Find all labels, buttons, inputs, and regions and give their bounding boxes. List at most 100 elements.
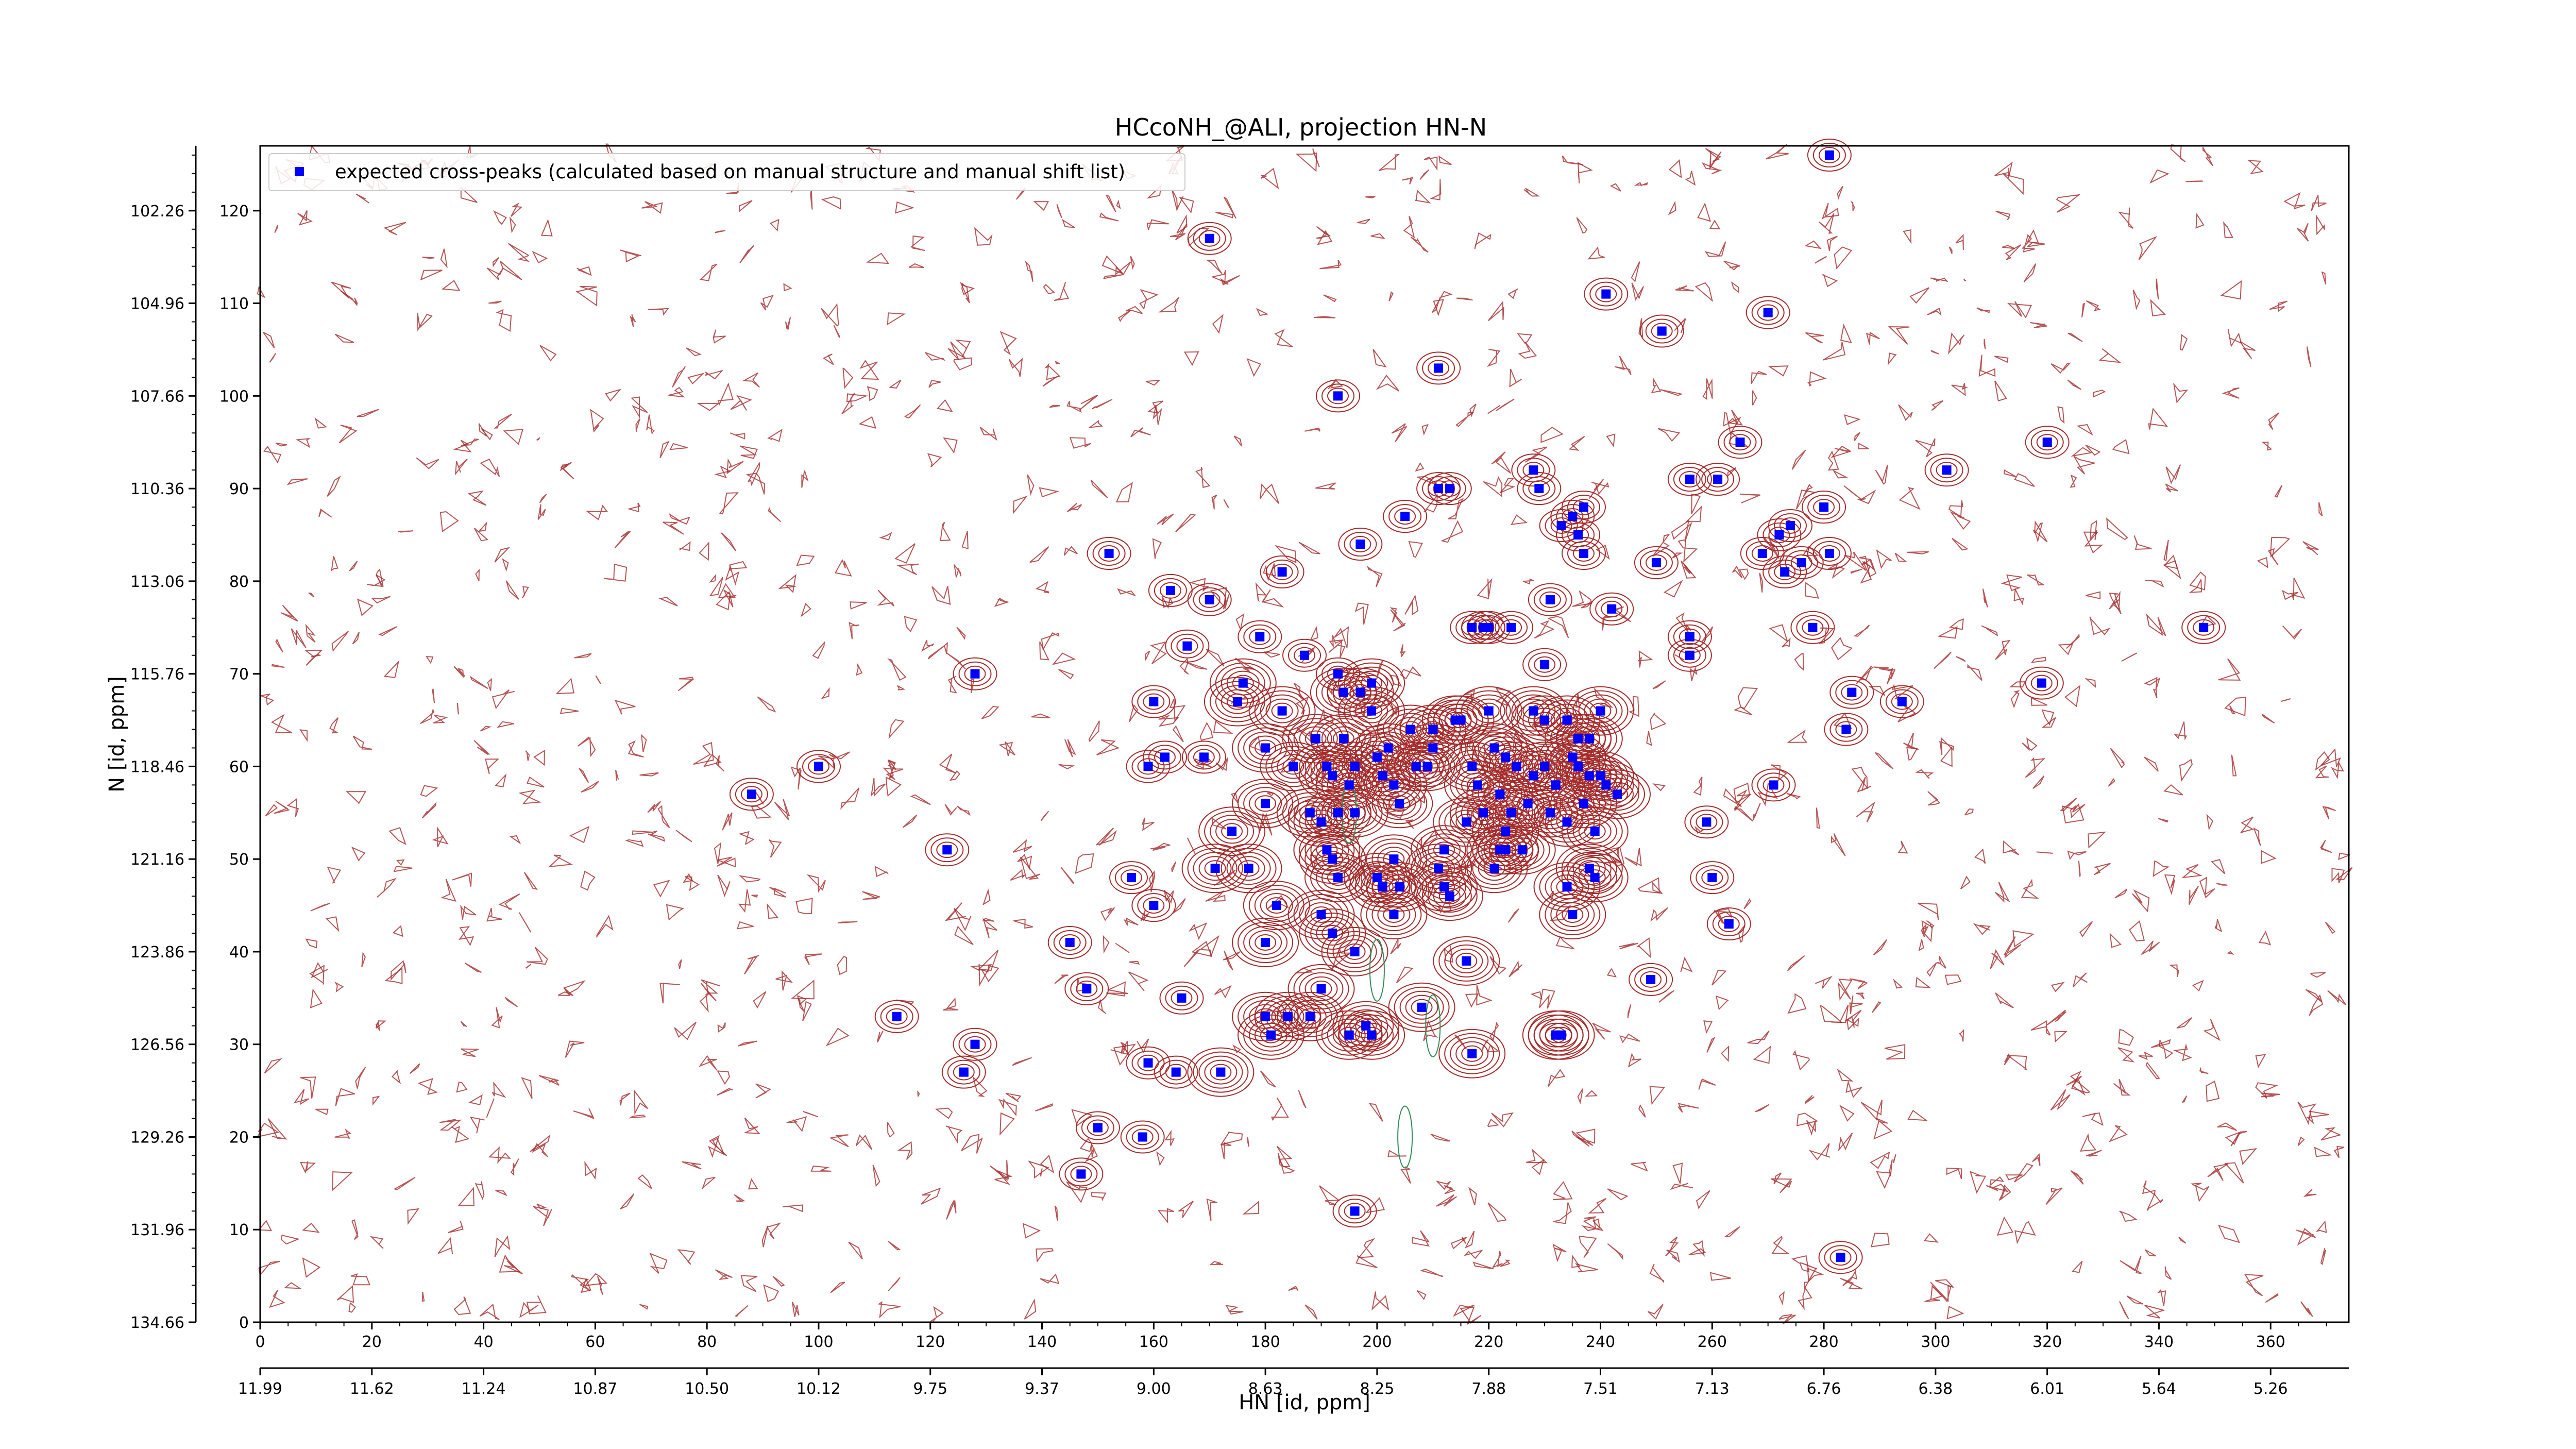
peak-contour-23-3 bbox=[1181, 740, 1226, 774]
noise-contour-988 bbox=[1214, 985, 1232, 999]
noise-contour-1151 bbox=[739, 245, 755, 263]
peak-contour-86-1 bbox=[1411, 999, 1433, 1016]
noise-contour-3 bbox=[2145, 580, 2164, 588]
noise-contour-290 bbox=[371, 596, 391, 604]
noise-contour-874 bbox=[2224, 1162, 2244, 1184]
peak-contour-132-2 bbox=[1545, 513, 1578, 538]
noise-contour-506 bbox=[286, 478, 308, 485]
peak-contour-150-2 bbox=[1578, 819, 1612, 844]
noise-contour-763 bbox=[1487, 1118, 1500, 1127]
noise-contour-1061 bbox=[614, 530, 631, 548]
noise-contour-628 bbox=[1206, 649, 1225, 667]
noise-contour-206 bbox=[480, 726, 492, 732]
noise-contour-216 bbox=[2110, 748, 2125, 769]
noise-contour-273 bbox=[2165, 483, 2178, 493]
peak-contour-185-1 bbox=[2036, 434, 2058, 451]
noise-contour-210 bbox=[1936, 956, 1947, 969]
noise-contour-1327 bbox=[398, 530, 413, 533]
noise-contour-901 bbox=[2086, 591, 2101, 599]
peak-contour-146-3 bbox=[1567, 722, 1612, 755]
noise-contour-745 bbox=[1680, 956, 1693, 973]
peak-contour-100-5 bbox=[1433, 936, 1500, 986]
noise-contour-775 bbox=[1875, 752, 1894, 769]
peak-contour-86-5 bbox=[1388, 982, 1455, 1032]
noise-contour-18 bbox=[1828, 563, 1845, 579]
noise-contour-264 bbox=[396, 859, 405, 866]
noise-contour-830 bbox=[1637, 650, 1653, 668]
noise-contour-1282 bbox=[980, 965, 999, 982]
cross-peak-6 bbox=[970, 669, 980, 679]
noise-contour-582 bbox=[274, 225, 279, 233]
noise-contour-1321 bbox=[2014, 1163, 2033, 1183]
noise-contour-610 bbox=[1685, 171, 1696, 186]
noise-contour-69 bbox=[1430, 179, 1442, 200]
peak-contour-96-4 bbox=[1421, 875, 1478, 917]
noise-contour-888 bbox=[946, 1200, 957, 1220]
noise-contour-43 bbox=[1959, 1029, 1964, 1042]
x-axis-ppm: 11.99 11.62 11.24 10.87 10.50 10.12 9.75 9.37 9.… bbox=[238, 1367, 2349, 1398]
noise-contour-1111 bbox=[1868, 685, 1886, 697]
cross-peak-86 bbox=[1417, 1002, 1427, 1012]
noise-contour-468 bbox=[2195, 1185, 2210, 1202]
noise-contour-14 bbox=[526, 947, 548, 965]
noise-contour-631 bbox=[1998, 1184, 2011, 1201]
noise-contour-297 bbox=[2331, 761, 2344, 780]
x-ppm-label-8: 9.00 bbox=[1137, 1380, 1171, 1398]
noise-contour-57 bbox=[1602, 616, 1617, 631]
noise-contour-150 bbox=[1040, 1154, 1055, 1174]
cross-peak-84 bbox=[1406, 724, 1415, 734]
cross-peak-66 bbox=[1350, 1206, 1360, 1216]
noise-contour-1224 bbox=[1371, 1291, 1389, 1311]
peak-contour-17-2 bbox=[1137, 893, 1171, 918]
noise-contour-624 bbox=[2131, 889, 2150, 913]
noise-contour-76 bbox=[577, 736, 596, 757]
noise-contour-968 bbox=[511, 1158, 519, 1176]
noise-contour-1277 bbox=[2086, 300, 2101, 312]
noise-contour-221 bbox=[1100, 907, 1115, 921]
noise-contour-304 bbox=[1614, 356, 1632, 375]
noise-contour-979 bbox=[2302, 541, 2319, 555]
peak-contour-98-3 bbox=[1438, 703, 1483, 737]
peak-contour-83-3 bbox=[1383, 500, 1428, 533]
noise-contour-861 bbox=[539, 494, 547, 503]
noise-contour-473 bbox=[1831, 1004, 1849, 1023]
noise-contour-623 bbox=[258, 1260, 280, 1277]
noise-contour-975 bbox=[1894, 552, 1907, 562]
noise-contour-280 bbox=[1903, 732, 1919, 750]
peak-contour-143-3 bbox=[1562, 491, 1606, 524]
noise-contour-721 bbox=[1769, 624, 1789, 643]
noise-contour-466 bbox=[1054, 282, 1069, 301]
noise-contour-833 bbox=[1709, 220, 1721, 230]
noise-contour-496 bbox=[1465, 993, 1479, 1008]
peak-contour-98-2 bbox=[1444, 707, 1478, 733]
noise-contour-1179 bbox=[872, 1165, 880, 1187]
cross-peak-11 bbox=[1104, 549, 1114, 558]
noise-contour-130 bbox=[767, 903, 779, 919]
noise-contour-36 bbox=[1230, 793, 1239, 803]
noise-contour-1332 bbox=[1951, 383, 1969, 396]
noise-contour-420 bbox=[1701, 162, 1723, 175]
noise-contour-478 bbox=[1924, 1285, 1943, 1302]
noise-contour-692 bbox=[1029, 546, 1049, 563]
peak-contour-144-3 bbox=[1562, 537, 1606, 570]
cross-peak-114 bbox=[1501, 827, 1511, 836]
noise-contour-503 bbox=[573, 1108, 595, 1120]
peak-contour-95-3 bbox=[1427, 472, 1472, 506]
cross-peak-99 bbox=[1462, 817, 1471, 827]
cross-peak-89 bbox=[1428, 724, 1438, 734]
peak-contour-3-3 bbox=[925, 833, 970, 867]
peak-contour-68-3 bbox=[1338, 528, 1383, 561]
peak-contour-34-4 bbox=[1238, 727, 1294, 769]
peak-contour-152-1 bbox=[1589, 702, 1612, 719]
noise-contour-611 bbox=[927, 453, 942, 467]
noise-contour-701 bbox=[904, 616, 918, 633]
noise-contour-876 bbox=[2071, 447, 2093, 457]
cross-peak-21 bbox=[1177, 993, 1187, 1003]
y-ppm-label-2: 129.26 bbox=[130, 1128, 184, 1147]
noise-contour-74 bbox=[1549, 904, 1571, 921]
noise-contour-1133 bbox=[751, 895, 758, 898]
noise-contour-189 bbox=[1702, 378, 1713, 400]
peak-contour-101-4 bbox=[1444, 1033, 1500, 1074]
noise-contour-1392 bbox=[2173, 1043, 2193, 1062]
peak-contour-30-5 bbox=[1209, 658, 1277, 708]
